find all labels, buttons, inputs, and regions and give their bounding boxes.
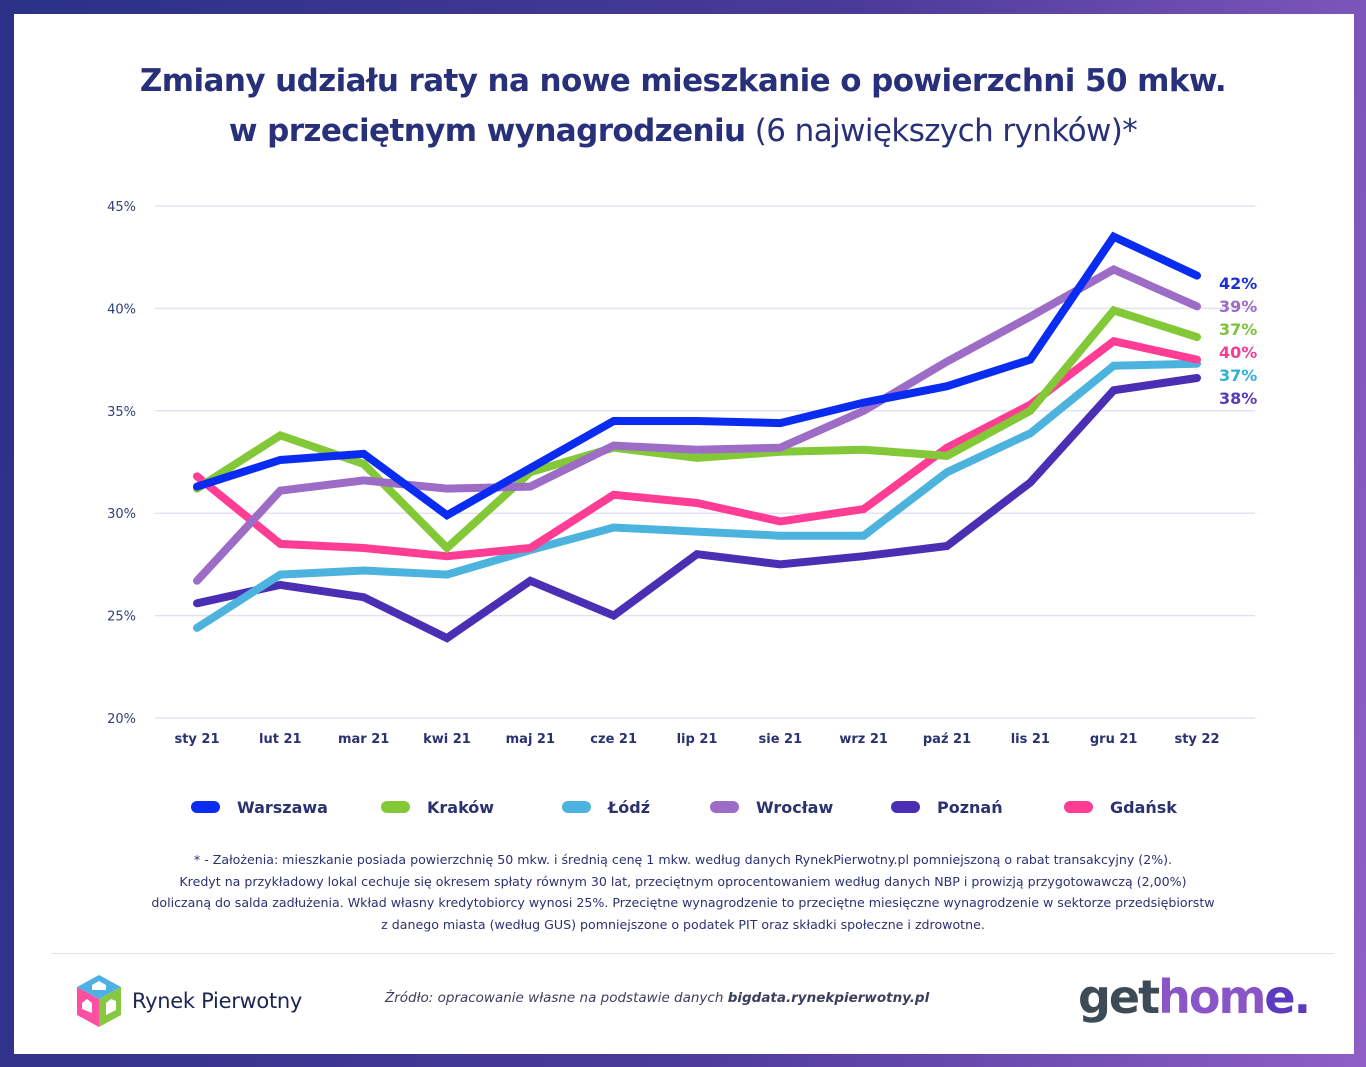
source-note: Źródło: opracowanie własne na podstawie … [385,990,929,1006]
title-line-1: Zmiany udziału raty na nowe mieszkanie o… [139,63,1227,99]
title-line-2-light: (6 największych rynków)* [745,113,1138,149]
end-label-poznań: 38% [1219,389,1257,408]
x-tick-label: lut 21 [259,732,302,747]
y-tick-label: 25% [107,610,136,625]
end-label-łódź: 37% [1219,366,1257,385]
legend-label-warszawa: Warszawa [237,798,328,817]
legend-label-gdańsk: Gdańsk [1110,798,1177,817]
end-label-kraków: 37% [1219,320,1257,339]
rynek-pierwotny-logo[interactable]: Rynek Pierwotny [74,973,302,1029]
series-line-warszawa [193,231,1201,520]
source-link[interactable]: bigdata.rynekpierwotny.pl [727,990,930,1006]
y-tick-label: 35% [107,405,136,420]
x-tick-label: wrz 21 [839,732,888,747]
y-tick-label: 20% [107,712,136,727]
legend-swatch [191,801,220,813]
title-line-2: w przeciętnym wynagrodzeniu (6 największ… [0,106,1366,156]
end-label-gdańsk: 40% [1219,343,1257,362]
logo-left-text: Rynek Pierwotny [132,989,303,1013]
y-axis-ticks: 20% 25% 30% 35% 40% 45% [107,200,136,727]
source-prefix: Źródło: opracowanie własne na podstawie … [385,990,728,1006]
legend-label-poznań: Poznań [937,798,1003,817]
grid-lines [155,205,1255,719]
x-tick-label: sie 21 [759,732,803,747]
footer-divider [52,953,1334,954]
footnote: * - Założenia: mieszkanie posiada powier… [60,849,1306,935]
legend-label-łódź: Łódź [607,798,650,817]
series-line-wrocław [193,265,1201,585]
y-tick-label: 30% [107,507,136,522]
series-lines [193,231,1201,643]
chart-title: Zmiany udziału raty na nowe mieszkanie o… [0,56,1366,156]
x-tick-label: lip 21 [677,732,718,747]
footnote-line: z danego miasta (według GUS) pomniejszon… [381,916,985,932]
x-tick-label: maj 21 [506,732,555,747]
series-line-łódź [193,359,1201,632]
x-axis-ticks: sty 21 lut 21 mar 21 kwi 21 maj 21 cze 21 lip … [174,732,1219,747]
x-tick-label: paź 21 [923,732,971,747]
x-tick-label: gru 21 [1090,732,1138,747]
legend-swatch [381,801,410,813]
series-line-poznań [193,374,1201,643]
legend-label-kraków: Kraków [427,798,494,817]
gethome-logo-part2: hom [1158,970,1266,1024]
legend-swatch [562,801,591,813]
legend-swatch [710,801,739,813]
series-line-kraków [193,305,1201,554]
x-tick-label: cze 21 [590,732,637,747]
gethome-logo-part1: get [1078,970,1160,1024]
x-tick-label: sty 21 [174,732,219,747]
x-tick-label: lis 21 [1011,732,1050,747]
footnote-line: Kredyt na przykładowy lokal cechuje się … [179,873,1187,889]
y-tick-label: 45% [107,200,136,215]
legend-swatch [1064,801,1093,813]
x-tick-label: sty 22 [1174,732,1219,747]
cube-house-icon [77,975,121,1027]
footnote-line: doliczaną do salda zadłużenia. Wkład wła… [151,895,1215,910]
x-tick-label: kwi 21 [423,732,471,747]
legend-label-wrocław: Wrocław [756,798,833,817]
title-line-2-bold: w przeciętnym wynagrodzeniu [228,113,746,149]
legend-swatch [891,801,920,813]
gethome-logo[interactable]: gethome. [1078,970,1311,1024]
x-tick-label: mar 21 [338,732,389,747]
footnote-line: * - Założenia: mieszkanie posiada powier… [193,852,1173,867]
end-labels: 42% 39% 37% 40% 37% 38% [1219,274,1257,408]
end-label-wrocław: 39% [1219,297,1257,316]
gethome-logo-part3: e. [1264,970,1311,1024]
y-tick-label: 40% [107,302,136,317]
legend: Warszawa Kraków Łódź Wrocław Poznań Gdańsk [191,798,1177,817]
line-chart: 20% 25% 30% 35% 40% 45% sty 21 lut 21 mar 21 kwi… [107,200,1257,817]
end-label-warszawa: 42% [1219,274,1257,293]
